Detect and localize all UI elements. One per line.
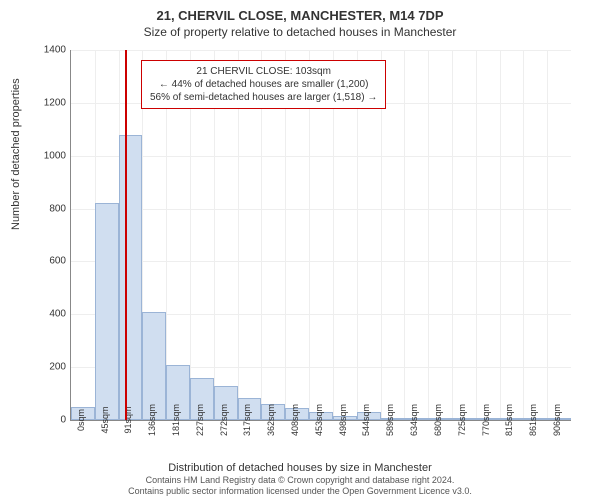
grid-line-v xyxy=(428,50,429,420)
footer: Contains HM Land Registry data © Crown c… xyxy=(0,475,600,498)
x-tick-label: 45sqm xyxy=(100,406,110,433)
page-title: 21, CHERVIL CLOSE, MANCHESTER, M14 7DP xyxy=(0,0,600,23)
grid-line-h xyxy=(71,261,571,262)
chart-container: 02004006008001000120014000sqm45sqm91sqm1… xyxy=(70,50,570,420)
x-tick-label: 544sqm xyxy=(361,404,371,436)
info-box-line-3: 56% of semi-detached houses are larger (… xyxy=(150,91,377,104)
x-tick-label: 317sqm xyxy=(242,404,252,436)
footer-line-1: Contains HM Land Registry data © Crown c… xyxy=(146,475,455,485)
bar xyxy=(95,203,119,420)
y-tick-label: 1000 xyxy=(31,150,66,161)
page-subtitle: Size of property relative to detached ho… xyxy=(0,25,600,39)
grid-line-h xyxy=(71,156,571,157)
x-tick-label: 634sqm xyxy=(409,404,419,436)
x-tick-label: 498sqm xyxy=(338,404,348,436)
footer-line-2: Contains public sector information licen… xyxy=(128,486,472,496)
x-tick-label: 906sqm xyxy=(552,404,562,436)
x-tick-label: 725sqm xyxy=(457,404,467,436)
x-tick-label: 227sqm xyxy=(195,404,205,436)
y-tick-label: 600 xyxy=(31,256,66,267)
grid-line-v xyxy=(404,50,405,420)
x-tick-label: 861sqm xyxy=(528,404,538,436)
grid-line-h xyxy=(71,50,571,51)
x-tick-label: 815sqm xyxy=(504,404,514,436)
info-box-line-2: ← 44% of detached houses are smaller (1,… xyxy=(150,78,377,91)
info-box-line-1: 21 CHERVIL CLOSE: 103sqm xyxy=(150,65,377,78)
x-tick-label: 136sqm xyxy=(147,404,157,436)
y-axis-label: Number of detached properties xyxy=(10,78,22,230)
x-tick-label: 272sqm xyxy=(219,404,229,436)
grid-line-h xyxy=(71,209,571,210)
x-tick-label: 680sqm xyxy=(433,404,443,436)
grid-line-v xyxy=(500,50,501,420)
y-tick-label: 400 xyxy=(31,309,66,320)
marker-line xyxy=(125,50,127,420)
grid-line-v xyxy=(452,50,453,420)
grid-line-v xyxy=(523,50,524,420)
plot-area: 02004006008001000120014000sqm45sqm91sqm1… xyxy=(70,50,571,421)
x-axis-label: Distribution of detached houses by size … xyxy=(0,462,600,474)
y-tick-label: 0 xyxy=(31,415,66,426)
info-box: 21 CHERVIL CLOSE: 103sqm← 44% of detache… xyxy=(141,60,386,109)
y-tick-label: 200 xyxy=(31,362,66,373)
y-tick-label: 1200 xyxy=(31,97,66,108)
x-tick-label: 181sqm xyxy=(171,404,181,436)
grid-line-v xyxy=(476,50,477,420)
y-tick-label: 1400 xyxy=(31,45,66,56)
x-tick-label: 408sqm xyxy=(290,404,300,436)
x-tick-label: 770sqm xyxy=(481,404,491,436)
x-tick-label: 589sqm xyxy=(385,404,395,436)
y-tick-label: 800 xyxy=(31,203,66,214)
x-tick-label: 453sqm xyxy=(314,404,324,436)
bar xyxy=(119,135,143,420)
x-tick-label: 0sqm xyxy=(76,409,86,431)
x-tick-label: 362sqm xyxy=(266,404,276,436)
grid-line-v xyxy=(547,50,548,420)
